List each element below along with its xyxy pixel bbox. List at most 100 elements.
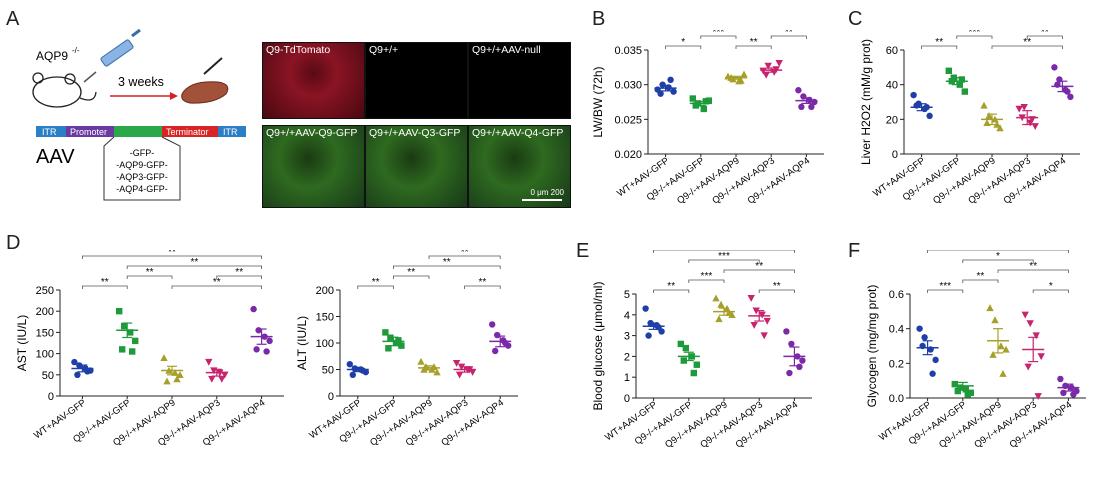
significance-bracket (723, 269, 795, 273)
data-point (715, 315, 723, 323)
micrograph-label: Q9+/+AAV-Q3-GFP (369, 127, 461, 139)
data-point (395, 337, 402, 344)
significance-label: *** (992, 250, 1004, 252)
x-tick-label: Q9-/-+AAV-AQP4 (1002, 155, 1069, 206)
aav-label: AAV (36, 146, 75, 168)
data-point (417, 357, 425, 365)
scalpel-icon (203, 57, 223, 75)
y-tick-label: 0.025 (614, 114, 642, 126)
data-point (351, 365, 358, 372)
scale-bar (522, 199, 562, 201)
significance-label: * (681, 37, 685, 48)
panel-letter-e: E (576, 240, 590, 262)
significance-bracket (357, 285, 394, 289)
significance-bracket (956, 35, 993, 39)
data-point (763, 317, 771, 325)
panel-letter-d: D (6, 232, 21, 254)
data-point (929, 370, 936, 377)
significance-bracket (770, 35, 807, 39)
data-point (800, 93, 807, 100)
x-tick-label: Q9-/-+AAV-AQP9 (663, 399, 730, 450)
significance-label: ** (235, 267, 243, 278)
data-point (762, 71, 770, 79)
micrograph-label: Q9+/+AAV-null (472, 44, 541, 56)
data-point (783, 328, 790, 335)
significance-bracket (688, 279, 725, 283)
y-tick-label: 250 (36, 285, 54, 297)
significance-bracket (428, 255, 501, 259)
itr-right-label: ITR (223, 127, 238, 137)
x-tick-label: Q9-/-+AAV-AQP4 (439, 397, 506, 448)
data-point (693, 361, 700, 368)
micrograph-label: Q9+/+AAV-Q4-GFP (472, 127, 564, 139)
y-tick-label: 2 (624, 351, 630, 363)
significance-bracket (991, 45, 1063, 49)
insert-box (114, 126, 162, 137)
significance-label: ** (479, 277, 487, 288)
insert-aqp4: -AQP4-GFP- (116, 184, 168, 194)
significance-bracket (735, 45, 772, 49)
data-point (692, 102, 699, 109)
panel-letter-f: F (848, 240, 861, 262)
data-point (997, 342, 1005, 350)
data-point (163, 377, 171, 385)
data-point (786, 369, 793, 377)
data-point (798, 103, 805, 111)
data-point (932, 356, 939, 364)
insert-gfp: -GFP- (130, 148, 155, 158)
data-point (1037, 353, 1045, 361)
data-point (1002, 345, 1010, 353)
y-tick-label: 0 (328, 391, 334, 403)
data-point (1015, 105, 1023, 113)
data-point (1051, 64, 1058, 71)
data-point (385, 345, 392, 352)
data-point (667, 76, 674, 84)
mouse-illustration (32, 72, 97, 108)
data-point (775, 59, 783, 67)
data-point (986, 304, 994, 312)
data-point (492, 347, 499, 355)
data-point (1032, 332, 1040, 340)
data-point (747, 294, 755, 302)
significance-bracket (126, 275, 173, 279)
micrograph-label: Q9+/+AAV-Q9-GFP (266, 127, 358, 139)
insert-callout (103, 136, 181, 201)
significance-label: *** (701, 271, 713, 282)
data-point (737, 76, 745, 84)
data-point (758, 311, 766, 319)
significance-bracket (1026, 35, 1063, 39)
significance-label: ** (935, 37, 943, 48)
data-point (980, 101, 988, 109)
data-point (205, 358, 213, 366)
x-tick-label: Q9-/-+AAV-AQP9 (675, 155, 742, 206)
significance-bracket (82, 285, 128, 289)
y-tick-label: 20 (886, 114, 898, 126)
data-point (700, 105, 707, 113)
data-point (916, 325, 923, 332)
y-tick-label: 200 (316, 285, 334, 297)
data-point (119, 346, 126, 353)
mouse-genotype-sup: -/- (72, 46, 80, 55)
significance-bracket (393, 275, 430, 279)
y-axis-label: Liver H2O2 (mM/g prot) (859, 39, 873, 165)
significance-label: * (1049, 281, 1053, 292)
y-tick-label: 0.6 (889, 289, 904, 301)
panel-letter-b: B (592, 8, 606, 30)
significance-label: ** (213, 277, 221, 288)
data-point (121, 322, 128, 330)
data-point (728, 311, 736, 318)
data-point (116, 308, 123, 315)
significance-bracket (126, 265, 262, 269)
significance-label: *** (969, 30, 981, 38)
panel-letter-c: C (848, 8, 863, 30)
significance-label: *** (939, 281, 951, 292)
data-point (176, 371, 184, 378)
data-point (740, 70, 748, 78)
data-point (921, 334, 928, 341)
significance-label: * (996, 251, 1000, 262)
significance-label: ** (785, 30, 793, 38)
micrograph-5: Q9+/+AAV-Q3-GFP (365, 125, 468, 208)
insert-aqp9: -AQP9-GFP- (116, 160, 168, 170)
